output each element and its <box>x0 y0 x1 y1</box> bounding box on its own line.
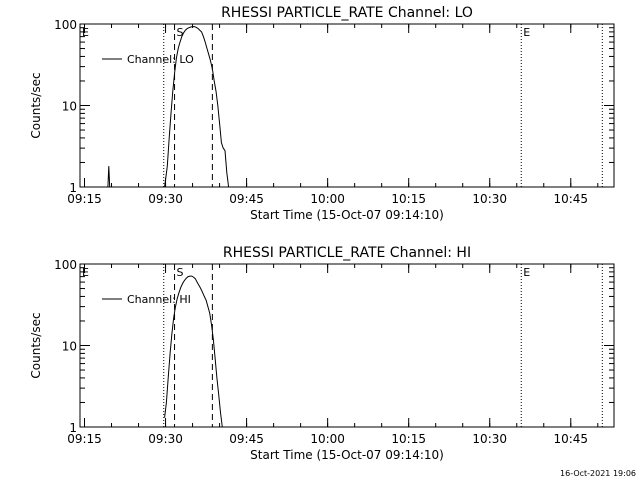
legend-label: Channel: LO <box>127 53 194 66</box>
y-tick-label: 1 <box>69 421 77 435</box>
chart-title: RHESSI PARTICLE_RATE Channel: LO <box>221 5 473 21</box>
x-tick-label: 10:30 <box>472 192 507 206</box>
x-tick-label: 10:45 <box>553 192 588 206</box>
y-axis-label: Counts/sec <box>29 312 43 378</box>
series-line <box>164 275 223 428</box>
plot-frame <box>79 23 615 188</box>
event-marker-label: E <box>82 26 89 39</box>
chart-title: RHESSI PARTICLE_RATE Channel: HI <box>223 245 471 261</box>
x-tick-label: 09:30 <box>148 192 183 206</box>
event-marker-label: S <box>177 26 184 39</box>
x-tick-label: 09:30 <box>148 432 183 446</box>
x-tick-label: 10:30 <box>472 432 507 446</box>
legend-label: Channel: HI <box>127 293 191 306</box>
x-tick-label: 09:15 <box>67 192 102 206</box>
y-tick-label: 1 <box>69 181 77 195</box>
x-tick-label: 09:45 <box>229 192 264 206</box>
y-tick-label: 100 <box>54 18 77 32</box>
event-marker-label: E <box>523 266 530 279</box>
event-marker-label: E <box>523 26 530 39</box>
y-tick-label: 10 <box>62 100 77 114</box>
x-tick-label: 10:45 <box>553 432 588 446</box>
x-tick-label: 10:15 <box>391 192 426 206</box>
x-tick-label: 10:00 <box>310 432 345 446</box>
x-tick-label: 10:00 <box>310 192 345 206</box>
y-tick-label: 100 <box>54 258 77 272</box>
x-tick-label: 09:45 <box>229 432 264 446</box>
x-axis-label: Start Time (15-Oct-07 09:14:10) <box>250 208 444 222</box>
x-tick-label: 09:15 <box>67 432 102 446</box>
event-marker-label: S <box>177 266 184 279</box>
x-axis-label: Start Time (15-Oct-07 09:14:10) <box>250 448 444 462</box>
event-marker-label: E <box>82 266 89 279</box>
chart-panel-2: RHESSI PARTICLE_RATE Channel: HI Counts/s… <box>29 245 615 462</box>
series-line <box>107 26 230 188</box>
plot-frame <box>79 263 615 428</box>
y-axis-label: Counts/sec <box>29 72 43 138</box>
footer-timestamp: 16-Oct-2021 19:06 <box>560 469 636 478</box>
x-tick-label: 10:15 <box>391 432 426 446</box>
y-tick-label: 10 <box>62 340 77 354</box>
chart-panel-1: RHESSI PARTICLE_RATE Channel: LO Counts/s… <box>29 5 615 222</box>
